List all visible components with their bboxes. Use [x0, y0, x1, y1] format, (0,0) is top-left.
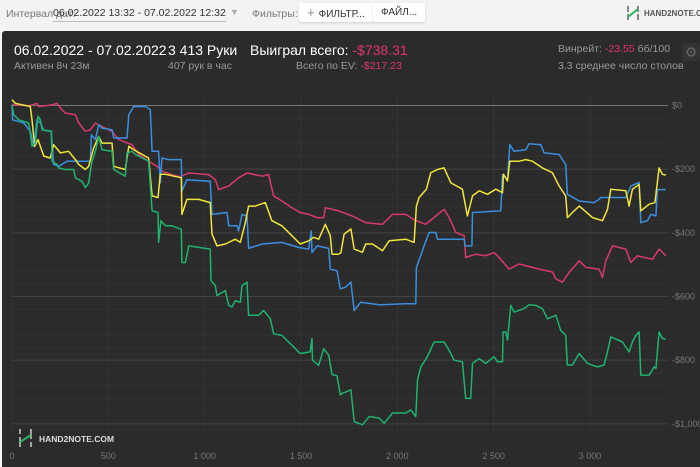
axis-labels: 0 500 1 000 1 500 2 000 2 500 3 000 $0 -$200 -$40…: [9, 101, 700, 461]
winrate: Винрейт: -23.55 бб/100: [558, 43, 670, 55]
y-tick-label: $0: [672, 101, 682, 111]
brand-logo: HAND2NOTE.COM: [626, 5, 700, 21]
x-tick-label: 1 500: [290, 451, 313, 461]
ev-value: -$217.23: [360, 60, 402, 72]
y-tick-label: -$400: [672, 228, 695, 238]
gear-icon[interactable]: ⚙: [682, 43, 700, 61]
won-value: -$738.31: [352, 42, 408, 58]
series-line-red: [12, 102, 667, 283]
y-tick-label: -$1,000: [672, 419, 700, 429]
series-line-green: [11, 104, 667, 426]
winrate-label: Винрейт:: [558, 43, 602, 55]
avg-tables: 3.3 среднее число столов: [558, 60, 684, 72]
ev-total: Всего по EV: -$217.23: [296, 60, 402, 72]
x-tick-label: 500: [101, 451, 116, 461]
winrate-unit: бб/100: [637, 43, 671, 55]
hand2note-logo-icon: [627, 6, 639, 20]
series-lines: [11, 99, 667, 426]
file-button[interactable]: ФАЙЛ...: [373, 3, 426, 22]
x-tick-label: 3 000: [579, 451, 602, 461]
x-tick-label: 0: [9, 451, 14, 461]
filter-button[interactable]: + ФИЛЬТР...: [299, 3, 373, 22]
y-tick-label: -$200: [672, 164, 695, 174]
hand2note-logo-stroke: [19, 434, 32, 443]
won-total: Выиграл всего: -$738.31: [250, 42, 408, 58]
ev-label: Всего по EV:: [296, 60, 358, 72]
brand-text: HAND2NOTE.COM: [644, 8, 700, 18]
active-time: Активен 8ч 23м: [14, 60, 90, 72]
filter-button-label: ФИЛЬТР...: [318, 9, 365, 20]
date-interval-label: Интервал дат:: [6, 8, 76, 20]
x-tick-label: 1 000: [193, 451, 216, 461]
chevron-down-icon[interactable]: ▼: [230, 7, 239, 17]
date-range: 06.02.2022 - 07.02.2022: [14, 42, 167, 58]
date-interval-select[interactable]: 06.02.2022 13:32 - 07.02.2022 12:32: [53, 7, 226, 22]
series-line-yellow: [11, 99, 667, 255]
hands-count: 3 413 Руки: [168, 42, 238, 58]
grid: [11, 95, 668, 435]
y-tick-label: -$600: [672, 292, 695, 302]
winrate-value: -23.55: [604, 43, 635, 55]
toolbar: Интервал дат: 06.02.2022 13:32 - 07.02.2…: [0, 0, 700, 28]
x-tick-label: 2 000: [386, 451, 409, 461]
won-label: Выиграл всего:: [250, 42, 349, 58]
filters-label: Фильтры:: [252, 8, 298, 20]
hands-per-hour: 407 рук в час: [168, 60, 232, 72]
x-tick-label: 2 500: [482, 451, 505, 461]
watermark-logo: HAND2NOTE.COM: [19, 429, 114, 447]
y-tick-label: -$800: [672, 355, 695, 365]
plus-icon: +: [307, 5, 315, 20]
watermark-text: HAND2NOTE.COM: [39, 434, 114, 444]
series-line-blue: [11, 104, 666, 312]
